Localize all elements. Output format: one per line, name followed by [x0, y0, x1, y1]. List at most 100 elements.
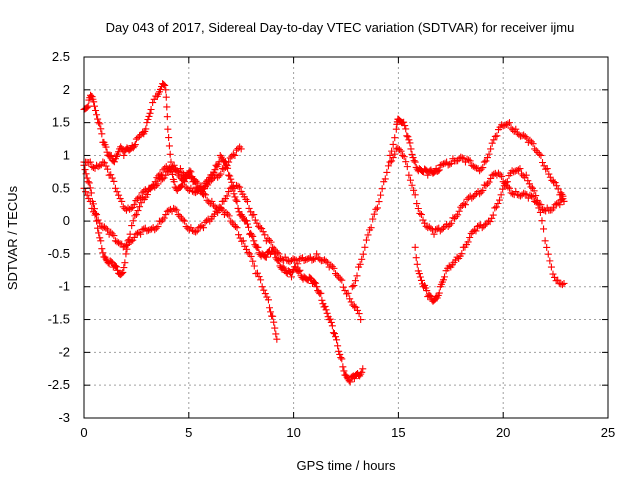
data-point	[261, 290, 269, 298]
data-point	[465, 156, 473, 164]
data-point	[184, 170, 192, 178]
data-point	[275, 250, 283, 258]
data-point	[234, 182, 242, 190]
data-point	[94, 115, 102, 123]
data-point	[332, 270, 340, 278]
data-point	[225, 188, 233, 196]
data-point	[147, 106, 155, 114]
data-point	[311, 255, 319, 263]
data-point	[206, 178, 214, 186]
data-point	[218, 165, 226, 173]
data-point	[417, 276, 425, 284]
y-tick-label: -2.5	[48, 377, 70, 392]
data-point	[549, 270, 557, 278]
data-point	[251, 216, 259, 224]
data-point	[132, 197, 140, 205]
data-point	[107, 151, 115, 159]
data-point	[231, 151, 239, 159]
data-point	[130, 142, 138, 150]
data-point	[553, 182, 561, 190]
data-point	[330, 330, 338, 338]
data-point	[512, 188, 520, 196]
data-point	[224, 210, 232, 218]
data-point	[494, 200, 502, 208]
data-point	[490, 136, 498, 144]
x-tick-label: 20	[496, 425, 510, 440]
data-point	[529, 140, 537, 148]
data-point	[449, 214, 457, 222]
data-point	[233, 224, 241, 232]
data-point	[220, 165, 228, 173]
data-point	[119, 203, 127, 211]
data-point	[84, 178, 92, 186]
data-point	[90, 102, 98, 110]
data-points	[80, 80, 568, 386]
data-point	[405, 171, 413, 179]
data-point	[408, 150, 416, 158]
data-point	[426, 292, 434, 300]
data-point	[178, 168, 186, 176]
data-point	[241, 242, 249, 250]
x-tick-label: 10	[286, 425, 300, 440]
data-point	[406, 176, 414, 184]
data-point	[535, 150, 543, 158]
data-point	[490, 170, 498, 178]
data-point	[532, 192, 540, 200]
data-point	[550, 178, 558, 186]
data-point	[107, 258, 115, 266]
data-point	[225, 212, 233, 220]
data-point	[525, 180, 533, 188]
data-point	[260, 286, 268, 294]
data-point	[395, 146, 403, 154]
data-point	[504, 120, 512, 128]
data-point	[179, 177, 187, 185]
data-point	[129, 217, 137, 225]
data-point	[372, 205, 380, 213]
data-point	[556, 201, 564, 209]
data-point	[161, 81, 169, 89]
data-point	[134, 207, 142, 215]
data-point	[362, 236, 370, 244]
data-point	[321, 302, 329, 310]
data-point	[267, 238, 275, 246]
plot-frame	[83, 56, 609, 419]
data-point	[107, 228, 115, 236]
x-axis-label: GPS time / hours	[297, 458, 396, 473]
data-point	[154, 180, 162, 188]
data-point	[496, 171, 504, 179]
data-point	[233, 197, 241, 205]
data-point	[463, 195, 471, 203]
data-point	[107, 171, 115, 179]
data-point	[482, 157, 490, 165]
data-point	[208, 197, 216, 205]
data-point	[505, 184, 513, 192]
data-point	[202, 191, 210, 199]
data-point	[538, 217, 546, 225]
data-point	[226, 172, 234, 180]
data-point	[273, 249, 281, 257]
data-point	[152, 224, 160, 232]
data-point	[412, 254, 420, 262]
data-point	[102, 143, 110, 151]
data-point	[97, 222, 105, 230]
data-point	[162, 171, 170, 179]
data-point	[170, 178, 178, 186]
data-point	[472, 227, 480, 235]
data-point	[444, 161, 452, 169]
data-point	[118, 270, 126, 278]
data-point	[527, 138, 535, 146]
data-point	[389, 154, 397, 162]
data-point	[424, 224, 432, 232]
data-point	[541, 237, 549, 245]
data-point	[402, 125, 410, 133]
data-point	[86, 197, 94, 205]
data-point	[223, 162, 231, 170]
data-point	[467, 229, 475, 237]
data-point	[137, 194, 145, 202]
data-point	[115, 191, 123, 199]
data-point	[466, 157, 474, 165]
data-point	[135, 193, 143, 201]
data-point	[300, 256, 308, 264]
data-point	[133, 195, 141, 203]
data-point	[155, 217, 163, 225]
